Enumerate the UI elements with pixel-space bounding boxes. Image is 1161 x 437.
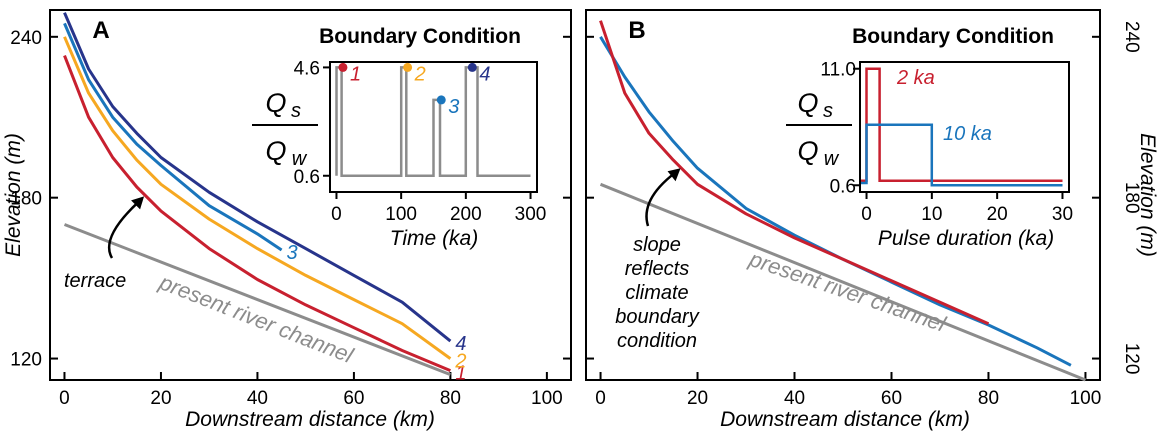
- inset-y-tick-label: 0.6: [830, 176, 856, 197]
- profile-line-1: [63, 55, 451, 372]
- x-tick-label: 60: [343, 388, 364, 409]
- x-tick-label: 20: [687, 388, 708, 409]
- inset-y-num: Q: [797, 88, 818, 118]
- inset-series-10-ka: [860, 123, 1063, 187]
- y-tick-label: 120: [10, 350, 42, 371]
- y-axis-label: Elevation (m): [2, 133, 25, 257]
- inset-y-num-sub: s: [823, 100, 833, 122]
- inset-x-tick-label: 0: [861, 204, 872, 225]
- plot-frame-a: [49, 9, 572, 381]
- inset-title: Boundary Condition: [319, 25, 521, 48]
- inset-series: [335, 66, 531, 178]
- x-tick-label: 0: [595, 388, 606, 409]
- inset-marker-1: [338, 62, 348, 72]
- inset-x-tick-label: 20: [987, 204, 1008, 225]
- profile-label-1: 1: [455, 363, 466, 385]
- inset-x-tick-label: 100: [385, 204, 417, 225]
- inset-x-tick-label: 10: [921, 204, 942, 225]
- x-tick-label: 80: [978, 388, 999, 409]
- inset-x-tick-label: 0: [331, 204, 342, 225]
- inset-y-tick-label: 0.6: [294, 167, 320, 188]
- x-tick-label: 80: [440, 388, 461, 409]
- inset-a: Boundary Condition 0 100 200 300 0.6 4.6 Time (…: [252, 25, 546, 250]
- profile-line-10-ka: [599, 36, 1072, 367]
- inset-marker-4: [467, 62, 477, 72]
- inset-marker-label-2: 2: [414, 63, 426, 85]
- slope-arrow: [645, 172, 676, 227]
- y-tick-label: 240: [1121, 21, 1142, 53]
- inset-series-label-10ka: 10 ka: [943, 123, 992, 145]
- inset-title: Boundary Condition: [852, 25, 1054, 48]
- terrace-arrowhead: [131, 196, 145, 210]
- x-tick-label: 40: [784, 388, 805, 409]
- plot-frame-b: [585, 9, 1101, 381]
- y-tick-label: 180: [10, 189, 42, 210]
- x-tick-label: 60: [881, 388, 902, 409]
- inset-x-label: Pulse duration (ka): [878, 227, 1054, 250]
- inset-series-label-2ka: 2 ka: [896, 67, 935, 89]
- inset-y-den-sub: w: [824, 148, 840, 170]
- y-tick-label: 180: [1121, 182, 1142, 214]
- x-tick-label: 20: [150, 388, 171, 409]
- inset-y-den: Q: [797, 136, 818, 166]
- profile-line-2-ka: [599, 20, 990, 326]
- x-tick-label: 0: [59, 388, 70, 409]
- y-tick-label: 240: [10, 28, 42, 49]
- inset-frame: [859, 61, 1070, 193]
- terrace-arrow: [107, 201, 139, 259]
- inset-y-num: Q: [265, 88, 286, 118]
- inset-y-den: Q: [265, 136, 286, 166]
- profile-line-4: [63, 12, 452, 343]
- y-axis-label: Elevation (m): [1136, 133, 1159, 257]
- channel-label: present river channel: [155, 269, 357, 368]
- inset-x-tick-label: 300: [515, 204, 547, 225]
- inset-marker-label-1: 1: [350, 63, 361, 85]
- slope-annotation-line: slope: [633, 234, 681, 256]
- channel-line: [63, 223, 451, 376]
- panel-label-a: A: [92, 17, 109, 44]
- inset-marker-label-4: 4: [479, 63, 490, 85]
- profile-line-3: [63, 22, 283, 252]
- y-tick-label: 120: [1121, 343, 1142, 375]
- inset-b: Boundary Condition 0 10 20 30 0.6 11.0 Pulse du…: [786, 25, 1073, 250]
- x-tick-label: 100: [531, 388, 563, 409]
- inset-marker-2: [403, 62, 413, 72]
- inset-y-den-sub: w: [292, 148, 308, 170]
- channel-line: [599, 182, 1087, 382]
- inset-y-tick-label: 11.0: [820, 60, 856, 81]
- profile-line-2: [63, 36, 452, 360]
- profile-label-3: 3: [287, 242, 298, 264]
- profile-label-2: 2: [454, 351, 466, 373]
- inset-y-tick-label: 4.6: [294, 58, 320, 79]
- x-axis-label: Downstream distance (km): [720, 408, 970, 431]
- slope-annotation-line: climate: [625, 282, 688, 304]
- x-tick-label: 100: [1070, 388, 1102, 409]
- slope-annotation-line: condition: [617, 330, 697, 352]
- x-axis-label: Downstream distance (km): [185, 408, 435, 431]
- x-tick-label: 40: [247, 388, 268, 409]
- slope-annotation-line: reflects: [625, 258, 689, 280]
- profile-label-4: 4: [455, 333, 466, 355]
- inset-marker-3: [436, 95, 446, 105]
- inset-x-label: Time (ka): [390, 227, 478, 250]
- inset-x-tick-label: 30: [1052, 204, 1073, 225]
- terrace-label: terrace: [64, 270, 126, 292]
- inset-y-num-sub: s: [291, 100, 301, 122]
- slope-arrowhead: [667, 168, 681, 182]
- panel-label-b: B: [628, 17, 645, 44]
- slope-annotation-line: boundary: [615, 306, 699, 328]
- inset-frame: [329, 61, 538, 193]
- inset-x-tick-label: 200: [450, 204, 482, 225]
- inset-marker-label-3: 3: [448, 96, 459, 118]
